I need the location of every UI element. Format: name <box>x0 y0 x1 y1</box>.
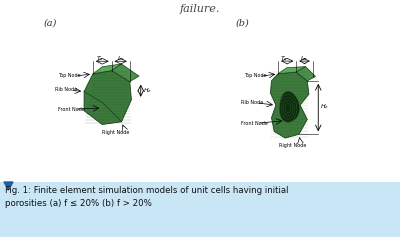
Text: failure.: failure. <box>180 4 220 14</box>
Polygon shape <box>112 64 139 82</box>
Polygon shape <box>296 67 316 81</box>
Text: Right Node: Right Node <box>279 143 306 148</box>
Polygon shape <box>4 182 13 190</box>
Text: $T_x$: $T_x$ <box>96 54 104 63</box>
Polygon shape <box>93 64 122 74</box>
Text: $L_x$: $L_x$ <box>117 54 125 63</box>
Text: $T_x$: $T_x$ <box>280 54 289 63</box>
Text: $L_x$: $L_x$ <box>300 54 308 63</box>
Polygon shape <box>280 91 299 122</box>
Text: Top Node: Top Node <box>58 73 81 78</box>
Text: Front Node: Front Node <box>241 121 268 126</box>
Text: $H_z$: $H_z$ <box>320 102 329 111</box>
Polygon shape <box>278 67 306 74</box>
Text: Rib Node: Rib Node <box>241 100 263 105</box>
Polygon shape <box>84 71 131 124</box>
Text: (a): (a) <box>43 19 57 28</box>
Text: Front Node: Front Node <box>58 107 85 112</box>
Text: Right Node: Right Node <box>102 130 130 135</box>
Text: (b): (b) <box>235 19 249 28</box>
Text: Top Node: Top Node <box>244 73 267 78</box>
Text: $H_z$: $H_z$ <box>143 86 152 95</box>
FancyBboxPatch shape <box>0 182 400 237</box>
Polygon shape <box>270 72 309 138</box>
Text: Rib Node: Rib Node <box>56 87 78 92</box>
Text: Fig. 1: Finite element simulation models of unit cells having initial
porosities: Fig. 1: Finite element simulation models… <box>5 186 288 208</box>
